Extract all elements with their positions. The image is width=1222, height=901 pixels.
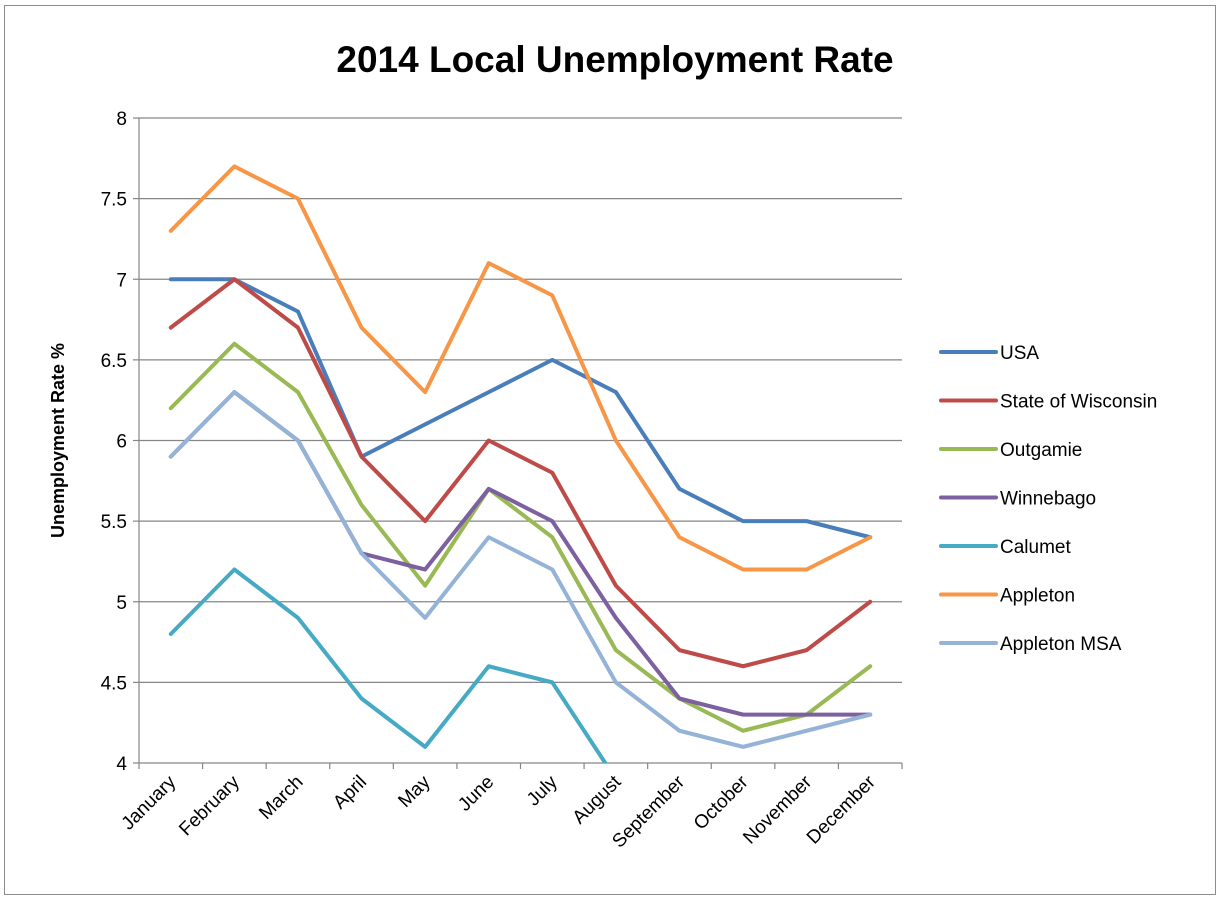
legend-label: Outgamie <box>1000 440 1082 461</box>
x-tick-label: March <box>255 772 307 824</box>
series-line-usa <box>168 277 873 540</box>
legend-label: Calumet <box>1000 537 1071 558</box>
y-axis-title: Unemployment Rate % <box>48 343 68 538</box>
series-line-outgamie <box>168 341 873 733</box>
y-tick-label: 5.5 <box>101 512 127 533</box>
legend-label: USA <box>1000 343 1039 364</box>
x-tick-label: December <box>803 771 880 848</box>
y-tick-label: 8 <box>116 109 127 130</box>
x-tick-label: January <box>118 771 181 834</box>
y-tick-label: 7.5 <box>101 190 127 211</box>
x-tick-label: July <box>523 771 562 810</box>
y-tick-label: 6.5 <box>101 351 127 372</box>
x-tick-label: October <box>690 771 753 834</box>
chart-frame <box>4 5 1216 895</box>
y-tick-label: 5 <box>116 593 127 614</box>
x-tick-label: June <box>454 772 498 816</box>
x-tick-label: February <box>175 771 244 840</box>
series-line-appleton <box>168 164 873 572</box>
y-tick-label: 4 <box>116 754 127 775</box>
legend: USA State of Wisconsin Outgamie Winnebago Ca… <box>939 343 1157 655</box>
legend-label: Appleton <box>1000 586 1075 607</box>
series-line-calumet <box>168 567 608 763</box>
x-tick-label: August <box>569 771 626 828</box>
series-line-state-of-wisconsin <box>168 277 873 669</box>
chart-title: 2014 Local Unemployment Rate <box>336 39 893 80</box>
legend-label: Appleton MSA <box>1000 634 1122 655</box>
y-tick-label: 4.5 <box>101 673 127 694</box>
series-line-appleton-msa <box>168 390 873 749</box>
legend-label: Winnebago <box>1000 489 1096 510</box>
y-tick-label: 7 <box>116 270 127 291</box>
series-group <box>168 164 873 763</box>
legend-label: State of Wisconsin <box>1000 392 1157 413</box>
y-tick-label: 6 <box>116 432 127 453</box>
x-tick-label: April <box>329 772 371 814</box>
x-tick-label: May <box>394 771 435 812</box>
